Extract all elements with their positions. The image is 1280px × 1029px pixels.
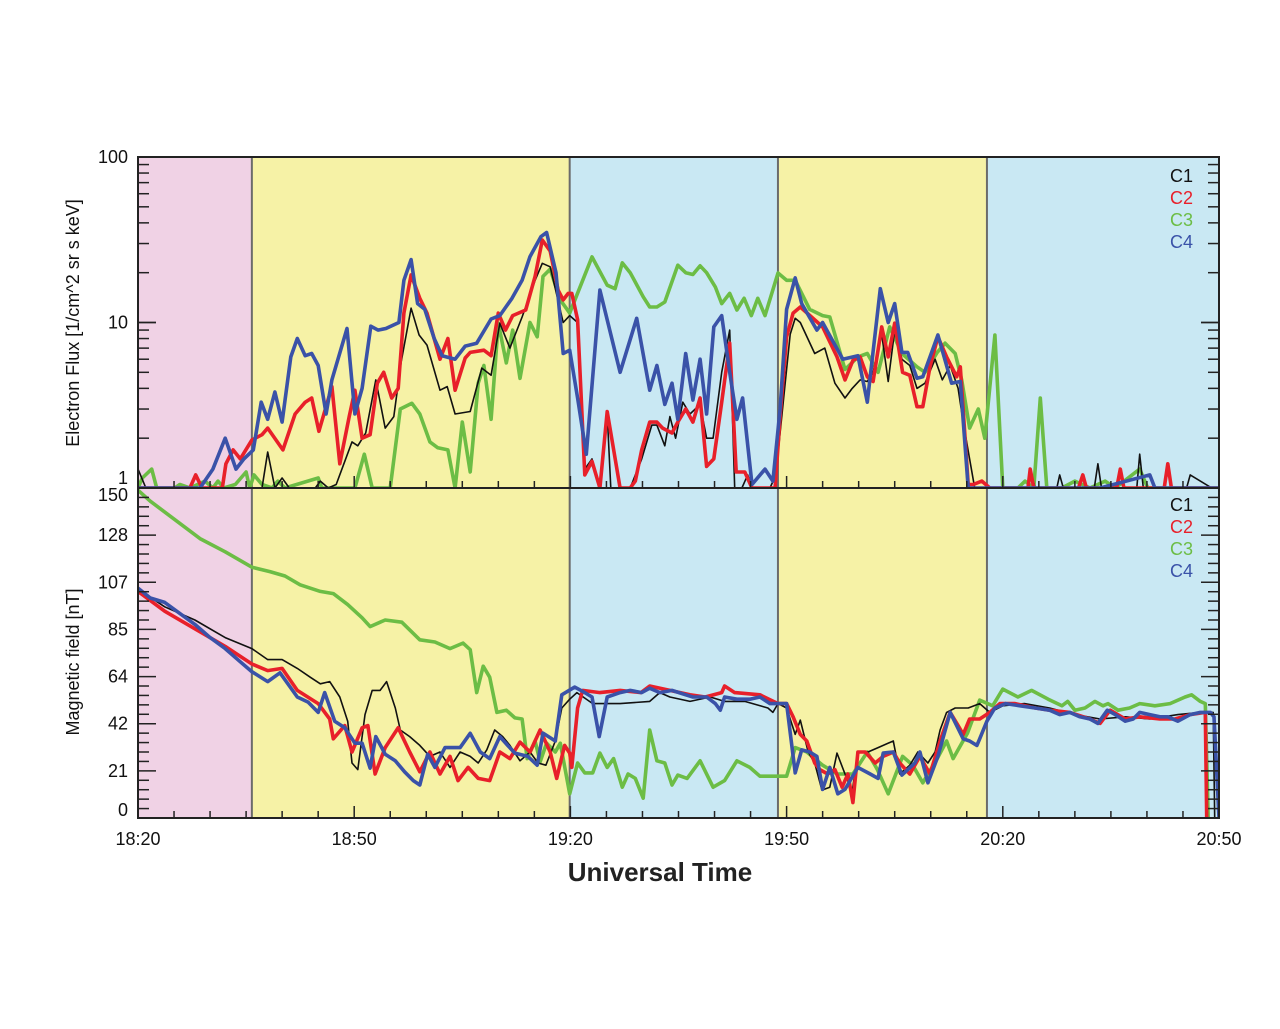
- legend-entry-c3: C3: [1170, 210, 1193, 230]
- magnetic-field-series-lines: [138, 488, 1219, 818]
- legend-entry-c3: C3: [1170, 539, 1193, 559]
- x-tick-label: 18:20: [115, 829, 160, 849]
- flux-series-lines: [138, 230, 1219, 488]
- y-tick-label-field: 0: [118, 800, 128, 820]
- axes-frame: [137, 156, 1220, 819]
- legend-entry-c2: C2: [1170, 517, 1193, 537]
- y-tick-label-flux: 1: [118, 468, 128, 488]
- x-axis-title: Universal Time: [568, 857, 753, 887]
- y-tick-label-field: 42: [108, 714, 128, 734]
- series-line-c4: [138, 586, 1219, 818]
- x-tick-label: 20:20: [980, 829, 1025, 849]
- y-tick-label-flux: 10: [108, 313, 128, 333]
- y-tick-label-field: 64: [108, 667, 128, 687]
- x-tick-label: 19:20: [548, 829, 593, 849]
- x-tick-label: 18:50: [332, 829, 377, 849]
- legend-entry-c1: C1: [1170, 495, 1193, 515]
- series-line-c4: [138, 230, 1219, 488]
- x-tick-label: 20:50: [1196, 829, 1241, 849]
- legend-entry-c1: C1: [1170, 166, 1193, 186]
- y-tick-label-field: 21: [108, 761, 128, 781]
- series-line-c3: [138, 255, 1219, 488]
- legend-entry-c2: C2: [1170, 188, 1193, 208]
- y-tick-label-field: 128: [98, 525, 128, 545]
- y-tick-label-field: 85: [108, 619, 128, 639]
- legend-entry-c4: C4: [1170, 232, 1193, 252]
- series-line-c2: [138, 589, 1209, 818]
- flux-y-axis-label: Electron Flux [1/cm^2 sr s keV]: [63, 199, 83, 447]
- legend-entry-c4: C4: [1170, 561, 1193, 581]
- series-line-c3: [138, 488, 1210, 818]
- axis-labels: 1 10 100 0 21 42 64 85 107 128 150 18:20 18:50 19:20 1…: [98, 147, 1242, 849]
- y-tick-label-flux: 100: [98, 147, 128, 167]
- field-y-axis-label: Magnetic field [nT]: [63, 588, 83, 735]
- x-tick-label: 19:50: [764, 829, 809, 849]
- y-tick-label-field: 150: [98, 485, 128, 505]
- y-tick-label-field: 107: [98, 572, 128, 592]
